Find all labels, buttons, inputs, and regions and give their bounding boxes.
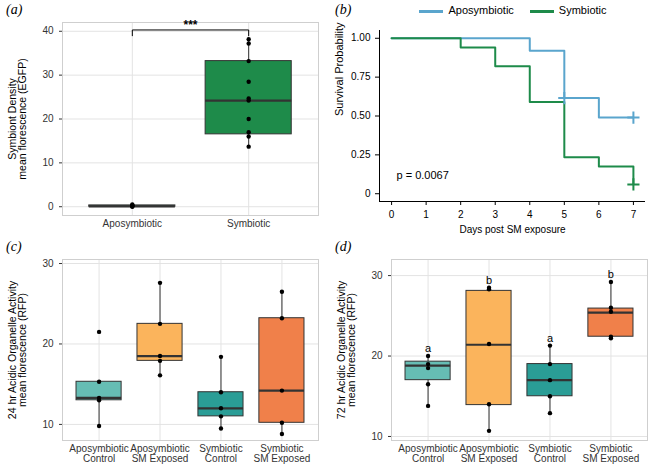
svg-text:4: 4 xyxy=(527,209,533,220)
svg-text:SymbioticSM Exposed: SymbioticSM Exposed xyxy=(583,443,640,464)
svg-text:AposymbioticSM Exposed: AposymbioticSM Exposed xyxy=(130,443,189,464)
svg-text:20: 20 xyxy=(371,350,383,361)
svg-text:***: *** xyxy=(183,18,197,32)
html-text:Symbiotic: Symbiotic xyxy=(558,4,607,16)
svg-text:Days post SM exposure: Days post SM exposure xyxy=(459,224,566,235)
svg-text:0.25: 0.25 xyxy=(351,149,371,160)
svg-text:AposymbioticControl: AposymbioticControl xyxy=(398,443,457,464)
svg-text:1.00: 1.00 xyxy=(351,32,371,43)
svg-text:SymbioticControl: SymbioticControl xyxy=(199,443,242,464)
svg-text:b: b xyxy=(486,274,492,286)
svg-text:30: 30 xyxy=(371,270,383,281)
svg-text:7: 7 xyxy=(631,209,637,220)
svg-text:1: 1 xyxy=(423,209,429,220)
html-text:(c): (c) xyxy=(6,239,22,254)
svg-text:30: 30 xyxy=(42,258,54,269)
svg-text:SymbioticSM Exposed: SymbioticSM Exposed xyxy=(254,443,311,464)
svg-text:20: 20 xyxy=(42,338,54,349)
html-text:(b): (b) xyxy=(335,2,352,17)
svg-text:AposymbioticSM Exposed: AposymbioticSM Exposed xyxy=(459,443,518,464)
svg-text:Symbiont Densitymean florescen: Symbiont Densitymean florescence (EGFP) xyxy=(6,58,29,179)
svg-text:30: 30 xyxy=(42,69,54,80)
svg-text:10: 10 xyxy=(42,419,54,430)
svg-text:10: 10 xyxy=(42,157,54,168)
svg-text:24 hr Acidic Organelle Activit: 24 hr Acidic Organelle Activitymean flor… xyxy=(6,280,29,419)
svg-text:0.75: 0.75 xyxy=(351,71,371,82)
svg-text:20: 20 xyxy=(42,113,54,124)
svg-text:SymbioticControl: SymbioticControl xyxy=(528,443,571,464)
svg-text:a: a xyxy=(547,332,554,344)
svg-text:p = 0.0067: p = 0.0067 xyxy=(397,169,449,181)
svg-text:0: 0 xyxy=(48,201,54,212)
svg-text:3: 3 xyxy=(492,209,498,220)
svg-text:Symbiotic: Symbiotic xyxy=(227,218,270,229)
svg-text:0: 0 xyxy=(389,209,395,220)
svg-text:Aposymbiotic: Aposymbiotic xyxy=(103,218,162,229)
svg-text:2: 2 xyxy=(458,209,464,220)
html-text:(d): (d) xyxy=(335,239,352,254)
svg-text:10: 10 xyxy=(371,431,383,442)
html-text:Aposymbiotic: Aposymbiotic xyxy=(448,4,514,16)
svg-text:AposymbioticControl: AposymbioticControl xyxy=(69,443,128,464)
svg-text:6: 6 xyxy=(596,209,602,220)
svg-text:0.50: 0.50 xyxy=(351,110,371,121)
svg-text:b: b xyxy=(608,268,614,280)
svg-text:Survival Probability: Survival Probability xyxy=(333,22,345,116)
svg-text:a: a xyxy=(425,342,432,354)
html-text:(a): (a) xyxy=(6,2,23,17)
svg-text:40: 40 xyxy=(42,25,54,36)
svg-text:0: 0 xyxy=(365,188,371,199)
svg-text:72 hr Acidic Organelle Activit: 72 hr Acidic Organelle Activitymean flor… xyxy=(335,280,358,419)
svg-text:5: 5 xyxy=(562,209,568,220)
